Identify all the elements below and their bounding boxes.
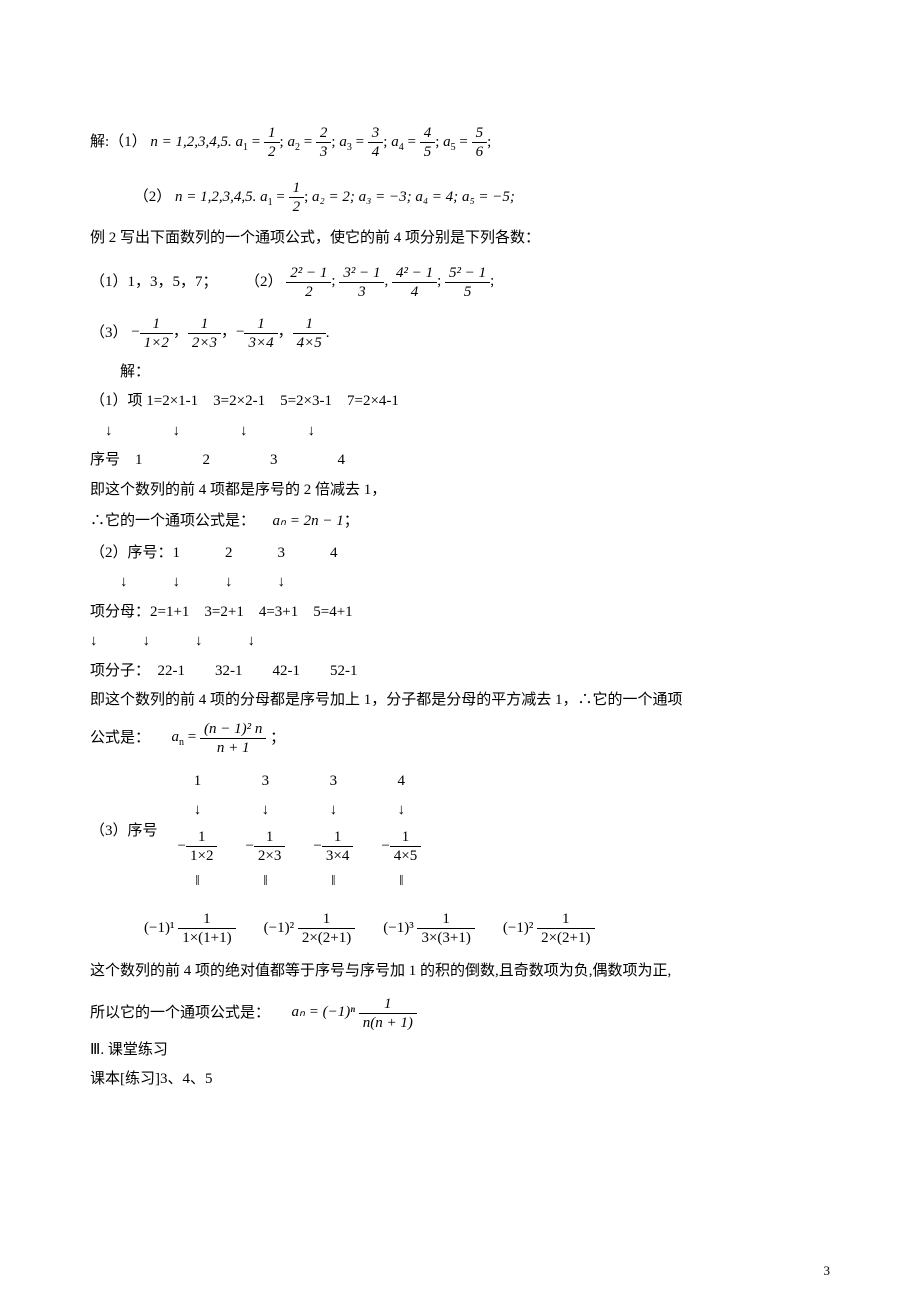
p1-desc: 即这个数列的前 4 项都是序号的 2 倍减去 1， [90,478,830,504]
formula: an = (n − 1)² nn + 1 [172,729,271,745]
p1-label: （1）1，3，5，7； [90,273,218,289]
p3-table: 1334↓↓↓↓−11×2−12×3−13×4−14×5‖‖‖‖ [164,767,436,897]
example2-intro: 例 2 写出下面数列的一个通项公式，使它的前 4 项分别是下列各数： [90,226,830,252]
p3-conclusion: 所以它的一个通项公式是： aₙ = (−1)ⁿ 1n(n + 1) [90,995,830,1032]
p1-items: （1）项 1=2×1-1 3=2×2-1 5=2×3-1 7=2×4-1 [90,389,830,415]
example2-part3: （3） −11×2，12×3，−13×4，14×5. [90,315,830,352]
page-number: 3 [824,1260,831,1282]
terms: a1 = 12; a2 = 23; a3 = 34; a4 = 45; a5 =… [236,134,492,150]
p2-terms: 2² − 12; 3² − 13, 4² − 14; 5² − 15; [286,273,494,289]
solution-2: （2） n = 1,2,3,4,5. a1 = 12; a₂ = 2; a₃ =… [90,179,830,216]
p3-terms: −11×2，12×3，−13×4，14×5 [131,324,325,340]
p2-desc: 即这个数列的前 4 项的分母都是序号加上 1，分子都是分母的平方减去 1，∴它的… [90,688,830,714]
solve-label: 解： [120,364,150,380]
p1-index: 序号 1 2 3 4 [90,448,830,474]
p1-arrows: ↓ ↓ ↓ ↓ [90,419,830,445]
p2-numer: 项分子： 22-1 32-1 42-1 52-1 [90,659,830,685]
label: ∴它的一个通项公式是： [90,513,255,529]
p3-desc: 这个数列的前 4 项的绝对值都等于序号与序号加 1 的积的倒数,且奇数项为负,偶… [90,959,830,985]
p3-table-row5: (−1)¹ 11×(1+1)(−1)² 12×(2+1)(−1)³ 13×(3+… [130,908,609,949]
p1-conclusion: ∴它的一个通项公式是： aₙ = 2n − 1； [90,509,830,535]
p2-arrows1: ↓ ↓ ↓ ↓ [90,570,830,596]
formula: aₙ = 2n − 1 [273,513,344,529]
p2-arrows2: ↓ ↓ ↓ ↓ [90,629,830,655]
p3-label: （3） [90,324,128,340]
label: 所以它的一个通项公式是： [90,1004,270,1020]
rest: a₂ = 2; a₃ = −3; a₄ = 4; a₅ = −5; [312,189,515,205]
math-prefix: n = 1,2,3,4,5. [175,189,256,205]
label: 解:（1） [90,134,147,150]
p3-index-label: （3）序号 [90,819,158,845]
label: （2） [134,189,172,205]
section-3-ref: 课本[练习]3、4、5 [90,1067,830,1093]
a1: a1 = 12; [260,189,312,205]
p2-denom: 项分母：2=1+1 3=2+1 4=3+1 5=4+1 [90,600,830,626]
formula: aₙ = (−1)ⁿ 1n(n + 1) [292,1004,417,1020]
p2-label: （2） [245,273,283,289]
p2-index: （2）序号：1 2 3 4 [90,541,830,567]
section-3: Ⅲ. 课堂练习 [90,1038,830,1064]
label: 公式是： [90,729,150,745]
math-prefix: n = 1,2,3,4,5. [150,134,231,150]
solution-1: 解:（1） n = 1,2,3,4,5. a1 = 12; a2 = 23; a… [90,124,830,161]
example2-parts-1-2: （1）1，3，5，7； （2） 2² − 12; 3² − 13, 4² − 1… [90,264,830,301]
p2-conclusion: 公式是： an = (n − 1)² nn + 1 ； [90,720,830,757]
